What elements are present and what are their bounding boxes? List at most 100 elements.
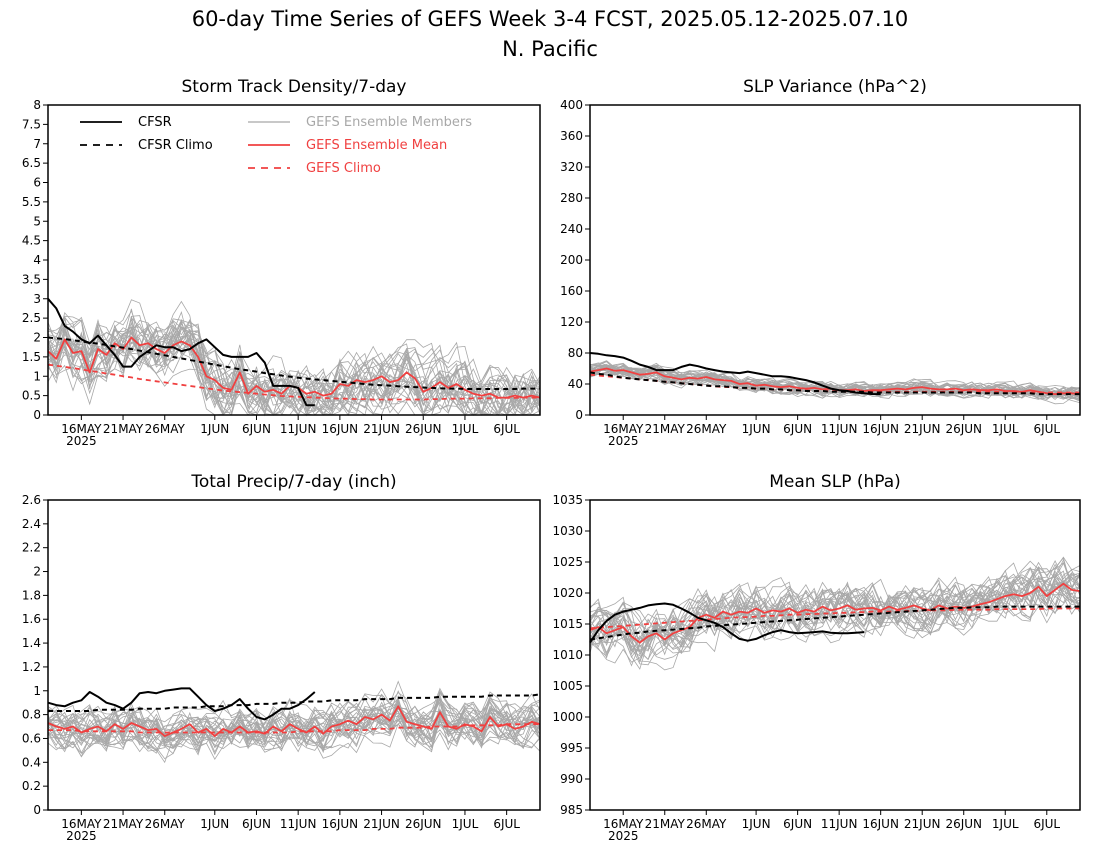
ensemble-member-line [47, 318, 541, 417]
cfsr-line [47, 298, 315, 407]
y-tick-label: 2 [33, 331, 41, 345]
ensemble-member-line [47, 326, 541, 416]
y-tick-label: 985 [560, 803, 583, 817]
cfsr-climo-line [589, 605, 1080, 641]
y-tick-label: 1.5 [22, 350, 41, 364]
y-tick-label: 400 [560, 98, 583, 112]
y-tick-label: 4 [33, 253, 41, 267]
y-tick-label: 280 [560, 191, 583, 205]
ensemble-member-line [589, 560, 1081, 654]
x-tick-label: 1JUL [992, 817, 1019, 831]
x-tick-label: 26MAY [686, 817, 727, 831]
y-tick-label: 1 [33, 684, 41, 698]
figure-title-line1: 60-day Time Series of GEFS Week 3-4 FCST… [192, 7, 909, 31]
x-tick-label: 21JUN [363, 422, 400, 436]
ensemble-member-line [47, 308, 541, 416]
ensemble-member-line [589, 575, 1081, 657]
panel-storm-track-density: Storm Track Density/7-day 0 0.5 1 1.5 2 2.5 3 3.… [22, 77, 541, 448]
plot-frame [47, 499, 541, 811]
y-tick-label: 160 [560, 284, 583, 298]
y-tick-label: 6.5 [22, 156, 41, 170]
x-tick-label: 21MAY [103, 817, 144, 831]
ensemble-member-line [47, 699, 541, 758]
x-tick-label: 21JUN [363, 817, 400, 831]
y-tick-label: 1 [33, 369, 41, 383]
x-tick-label: 26MAY [145, 817, 186, 831]
y-tick-label: 320 [560, 160, 583, 174]
ensemble-member-line [47, 318, 541, 416]
x-year-label: 2025 [66, 434, 97, 448]
gefs-ensemble-mean-line [589, 582, 1081, 644]
ensemble-members [47, 680, 541, 764]
x-tick-label: 6JUN [242, 817, 271, 831]
y-tick-label: 1005 [552, 679, 583, 693]
panel-title: SLP Variance (hPa^2) [743, 77, 927, 97]
y-tick-label: 5 [33, 214, 41, 228]
x-tick-label: 6JUN [783, 817, 812, 831]
x-year-label: 2025 [66, 829, 97, 843]
y-tick-label: 3 [33, 292, 41, 306]
panel-mean-slp: Mean SLP (hPa) 985 990 995 1000 1005 1010 1015 1… [552, 472, 1081, 843]
x-tick-label: 1JUN [742, 422, 771, 436]
y-tick-label: 2 [33, 565, 41, 579]
legend-ens-mean-label: GEFS Ensemble Mean [306, 138, 447, 153]
plot-frame [47, 104, 541, 416]
y-tick-label: 1.8 [22, 588, 41, 602]
ensemble-member-line [47, 701, 541, 764]
cfsr-climo-line [48, 693, 541, 712]
ensemble-members [47, 299, 541, 417]
y-tick-label: 80 [568, 346, 583, 360]
figure-title-line2: N. Pacific [502, 37, 598, 61]
ensemble-member-line [589, 566, 1081, 656]
x-tick-label: 16JUN [322, 422, 359, 436]
ensemble-member-line [589, 579, 1081, 664]
x-tick-label: 6JUL [1033, 422, 1060, 436]
y-tick-label: 3.5 [22, 272, 41, 286]
y-tick-label: 8 [33, 98, 41, 112]
y-tick-label: 40 [568, 377, 583, 391]
ensemble-member-line [47, 322, 541, 416]
ensemble-member-line [47, 688, 541, 752]
y-tick-label: 0 [33, 408, 41, 422]
y-tick-label: 4.5 [22, 234, 41, 248]
x-tick-label: 26MAY [686, 422, 727, 436]
y-tick-label: 240 [560, 222, 583, 236]
y-tick-label: 0.2 [22, 779, 41, 793]
y-tick-label: 1.4 [22, 636, 41, 650]
x-tick-label: 1JUL [452, 817, 479, 831]
legend: CFSR CFSR Climo GEFS Ensemble Members GE… [80, 115, 472, 176]
x-tick-label: 1JUL [452, 422, 479, 436]
x-tick-label: 21MAY [645, 817, 686, 831]
x-tick-label: 26MAY [145, 422, 186, 436]
ensemble-member-line [47, 299, 541, 416]
x-tick-label: 11JUN [821, 817, 858, 831]
y-tick-label: 990 [560, 772, 583, 786]
x-tick-label: 21JUN [904, 817, 941, 831]
gefs-ensemble-mean-line [47, 705, 541, 737]
x-tick-label: 16MAY [603, 817, 644, 831]
ensemble-member-line [47, 698, 541, 758]
y-tick-label: 6 [33, 176, 41, 190]
x-tick-label: 11JUN [280, 817, 317, 831]
panel-title: Mean SLP (hPa) [769, 472, 901, 492]
x-year-label: 2025 [608, 434, 639, 448]
y-tick-label: 2.4 [22, 517, 41, 531]
x-tick-label: 1JUL [992, 422, 1019, 436]
panel-title: Total Precip/7-day (inch) [190, 472, 396, 492]
legend-members-label: GEFS Ensemble Members [306, 115, 472, 130]
gefs-climo-line [47, 363, 540, 401]
x-tick-label: 16JUN [862, 422, 899, 436]
x-tick-label: 6JUL [1033, 817, 1060, 831]
x-tick-label: 16MAY [61, 817, 102, 831]
y-tick-label: 0.4 [22, 755, 41, 769]
x-tick-label: 21MAY [103, 422, 144, 436]
x-tick-label: 6JUL [493, 422, 520, 436]
x-tick-label: 6JUN [242, 422, 271, 436]
y-tick-label: 2.2 [22, 541, 41, 555]
x-year-label: 2025 [608, 829, 639, 843]
y-tick-label: 0 [33, 803, 41, 817]
panel-total-precip: Total Precip/7-day (inch)00.20.40.60.811… [22, 472, 541, 843]
panel-title: Storm Track Density/7-day [182, 77, 407, 97]
legend-gefs-climo-label: GEFS Climo [306, 161, 381, 176]
